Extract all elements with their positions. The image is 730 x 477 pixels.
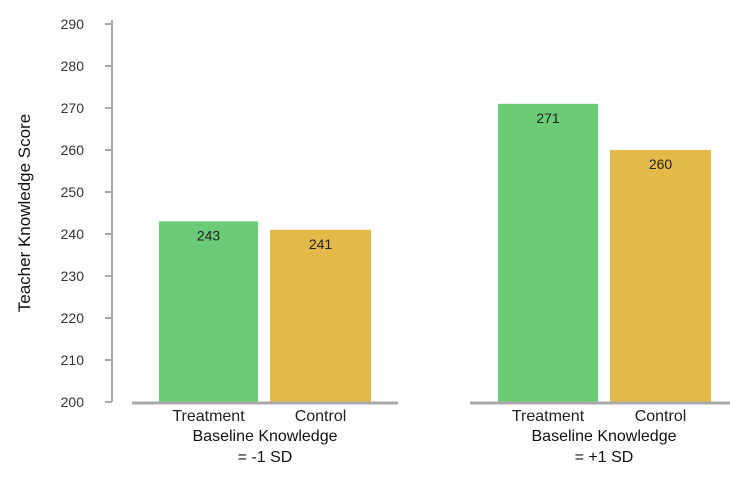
y-tick-label: 210 bbox=[61, 352, 85, 368]
y-tick-label: 280 bbox=[61, 58, 85, 74]
y-tick-label: 290 bbox=[61, 16, 85, 32]
group-label-line2: = -1 SD bbox=[238, 449, 293, 466]
y-tick-label: 260 bbox=[61, 142, 85, 158]
data-label: 260 bbox=[649, 156, 673, 172]
x-category-label: Treatment bbox=[172, 408, 245, 425]
bar-treatment bbox=[159, 221, 258, 402]
group-label-line1: Baseline Knowledge bbox=[193, 428, 338, 445]
y-axis-label: Teacher Knowledge Score bbox=[15, 114, 34, 312]
bar-treatment bbox=[498, 103, 598, 403]
y-tick-label: 270 bbox=[61, 100, 85, 116]
y-tick-label: 220 bbox=[61, 310, 85, 326]
group-label-line2: = +1 SD bbox=[575, 449, 634, 466]
data-label: 271 bbox=[536, 110, 560, 126]
x-category-label: Control bbox=[635, 408, 687, 425]
y-tick-label: 250 bbox=[61, 184, 85, 200]
bar-control bbox=[610, 150, 711, 402]
bar-control bbox=[270, 229, 371, 402]
y-tick-label: 200 bbox=[61, 394, 85, 410]
y-tick-label: 230 bbox=[61, 268, 85, 284]
y-tick-label: 240 bbox=[61, 226, 85, 242]
data-label: 241 bbox=[309, 236, 333, 252]
group-label-line1: Baseline Knowledge bbox=[532, 428, 677, 445]
data-label: 243 bbox=[197, 227, 221, 243]
x-category-label: Control bbox=[295, 408, 347, 425]
x-category-label: Treatment bbox=[512, 408, 585, 425]
